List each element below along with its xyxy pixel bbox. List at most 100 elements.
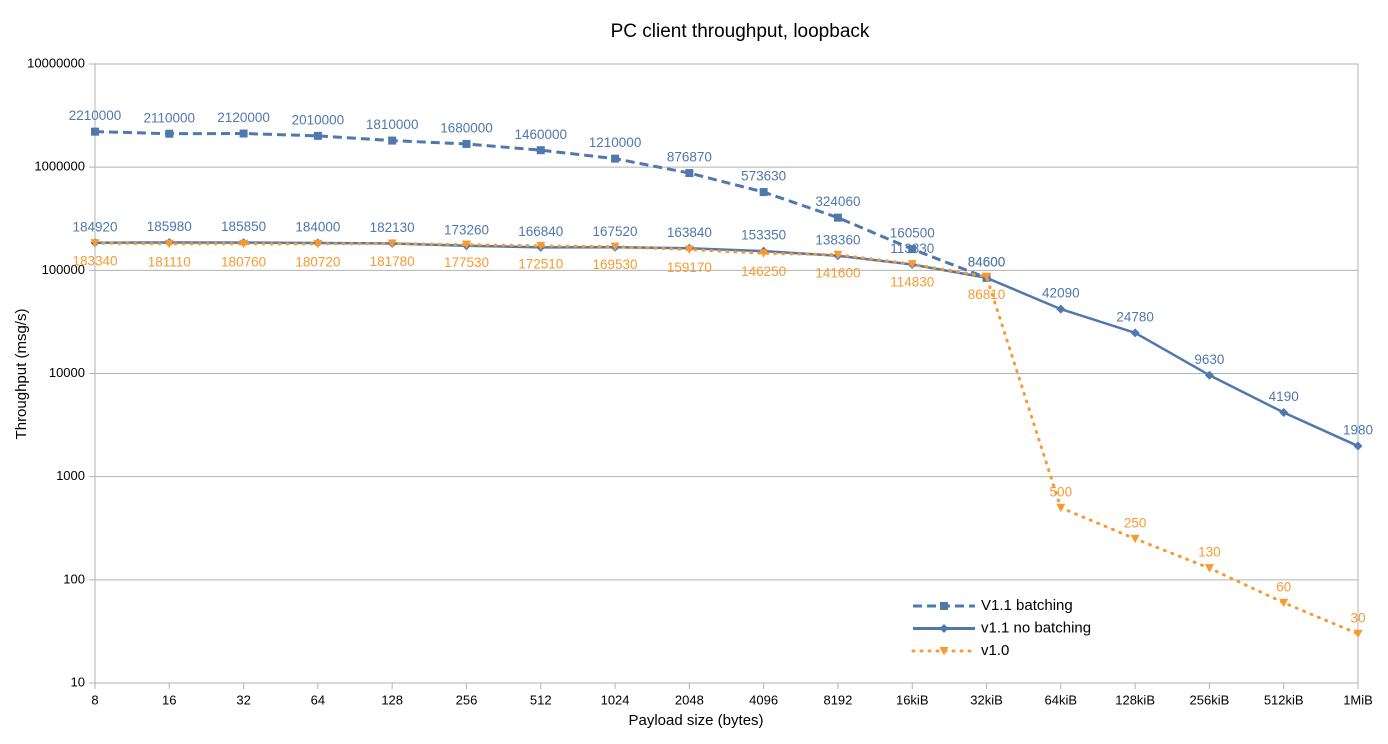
data-label: 84600 (968, 254, 1006, 269)
x-tick-label: 64 (311, 692, 325, 707)
data-point (387, 239, 397, 249)
data-label: 2120000 (217, 110, 270, 125)
x-tick-label: 512 (530, 692, 552, 707)
x-tick-label: 1024 (601, 692, 630, 707)
data-label: 184000 (295, 220, 340, 235)
y-tick-label: 10 (71, 674, 85, 689)
data-label: 250 (1124, 515, 1147, 530)
y-tick-label: 100000 (42, 262, 85, 277)
data-label: 169530 (593, 257, 638, 272)
data-label: 163840 (667, 225, 712, 240)
y-tick-label: 10000000 (27, 55, 85, 70)
data-point (833, 213, 842, 222)
data-label: 2110000 (144, 110, 196, 125)
data-label: 876870 (667, 150, 712, 165)
data-point (1204, 370, 1214, 380)
data-point (1279, 407, 1289, 417)
y-tick-label: 10000 (49, 365, 85, 380)
data-label: 113830 (890, 241, 934, 256)
data-point (1204, 564, 1214, 573)
x-tick-label: 1MiB (1343, 692, 1373, 707)
data-label: 160500 (890, 226, 935, 241)
data-label: 9630 (1194, 352, 1224, 367)
legend-label: v1.0 (981, 642, 1009, 659)
data-label: 173260 (444, 222, 489, 237)
legend-label: v1.1 no batching (981, 619, 1091, 636)
data-point (164, 239, 174, 249)
data-label: 573630 (741, 169, 786, 184)
data-label: 60 (1276, 579, 1291, 594)
data-point (982, 272, 992, 282)
data-point (239, 129, 248, 138)
x-tick-label: 8 (91, 692, 98, 707)
chart-title: PC client throughput, loopback (611, 21, 870, 42)
x-tick-label: 128kiB (1115, 692, 1155, 707)
y-axis-title: Throughput (msg/s) (13, 309, 30, 440)
x-tick-label: 32 (236, 692, 250, 707)
data-label: 159170 (667, 260, 712, 275)
data-label: 1680000 (440, 120, 493, 135)
plot-border (94, 63, 1359, 684)
data-point (313, 239, 323, 249)
data-label: 141600 (815, 265, 860, 280)
data-label: 172510 (518, 256, 563, 271)
data-point (1056, 304, 1066, 314)
y-tick-label: 1000 (56, 468, 85, 483)
data-label: 185980 (147, 219, 192, 234)
data-label: 1460000 (514, 127, 567, 142)
x-tick-label: 16 (162, 692, 176, 707)
data-label: 184920 (72, 219, 117, 234)
legend-label: V1.1 batching (981, 597, 1073, 614)
data-label: 24780 (1116, 309, 1154, 324)
data-label: 2010000 (292, 112, 345, 127)
x-tick-label: 64kiB (1045, 692, 1078, 707)
x-tick-label: 128 (381, 692, 403, 707)
x-tick-label: 256kiB (1190, 692, 1230, 707)
data-point (684, 245, 694, 255)
data-point (536, 146, 545, 155)
data-point (90, 239, 100, 248)
legend-marker (939, 647, 949, 656)
data-point (759, 249, 769, 258)
data-label: 182130 (370, 220, 415, 235)
data-point (1353, 441, 1363, 451)
x-tick-label: 16kiB (896, 692, 929, 707)
x-tick-label: 256 (456, 692, 478, 707)
data-point (908, 245, 917, 254)
data-label: 130 (1198, 545, 1221, 560)
data-point (1279, 598, 1289, 608)
data-label: 181110 (148, 254, 191, 269)
data-label: 153350 (741, 228, 786, 243)
data-label: 42090 (1042, 286, 1080, 301)
data-point (462, 139, 471, 148)
data-label: 181780 (370, 254, 415, 269)
x-tick-label: 4096 (749, 692, 778, 707)
data-label: 1980 (1343, 423, 1373, 438)
data-point (313, 131, 322, 140)
x-tick-label: 2048 (675, 692, 704, 707)
data-label: 500 (1050, 484, 1073, 499)
data-label: 183340 (72, 254, 117, 269)
y-tick-label: 1000000 (34, 159, 85, 174)
data-point (461, 240, 471, 250)
data-label: 167520 (593, 224, 638, 239)
data-point (1056, 503, 1066, 513)
data-label: 86810 (968, 287, 1006, 302)
x-tick-label: 32kiB (970, 692, 1003, 707)
x-tick-label: 8192 (823, 692, 852, 707)
data-label: 30 (1350, 610, 1365, 625)
data-label: 84600 (968, 254, 1006, 269)
data-point (1353, 629, 1363, 639)
series-line (93, 241, 1360, 636)
data-label: 180760 (221, 254, 266, 269)
y-tick-label: 100 (63, 571, 85, 586)
data-point (536, 241, 546, 251)
data-label: 4190 (1269, 389, 1299, 404)
data-point (1130, 328, 1140, 338)
data-label: 146250 (741, 264, 786, 279)
data-point (759, 188, 768, 197)
data-label: 1210000 (589, 135, 642, 150)
